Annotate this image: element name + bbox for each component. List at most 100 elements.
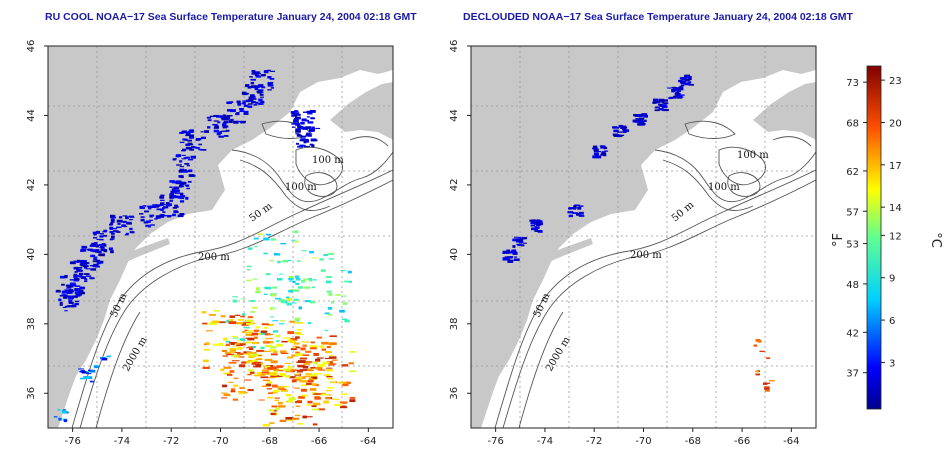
sst-pixel xyxy=(251,72,258,75)
sst-pixel xyxy=(270,87,275,89)
sst-pixel xyxy=(256,349,265,352)
left-map-contours xyxy=(71,120,393,428)
sst-pixel xyxy=(250,81,255,85)
sst-pixel xyxy=(172,158,177,161)
sst-pixel xyxy=(297,360,302,364)
sst-pixel xyxy=(251,69,256,72)
sst-pixel xyxy=(91,242,95,245)
sst-pixel xyxy=(321,348,327,351)
sst-pixel xyxy=(247,337,255,341)
sst-pixel xyxy=(248,355,256,358)
sst-pixel xyxy=(169,193,175,196)
sst-pixel xyxy=(294,317,301,320)
sst-pixel xyxy=(233,384,239,387)
sst-pixel xyxy=(275,407,280,410)
sst-pixel xyxy=(69,279,76,281)
sst-pixel xyxy=(251,85,257,87)
sst-pixel xyxy=(295,405,301,408)
sst-pixel xyxy=(617,131,622,133)
sst-pixel xyxy=(106,356,111,358)
sst-pixel xyxy=(163,214,168,217)
sst-pixel xyxy=(251,100,256,104)
sst-pixel xyxy=(93,232,97,236)
sst-pixel xyxy=(309,345,318,347)
sst-pixel xyxy=(530,227,536,231)
sst-pixel xyxy=(260,74,266,77)
sst-pixel xyxy=(64,310,68,312)
sst-pixel xyxy=(159,214,165,217)
sst-pixel xyxy=(225,340,231,343)
sst-pixel xyxy=(213,120,219,122)
sst-pixel xyxy=(152,204,157,207)
sst-pixel xyxy=(305,360,313,364)
left-map-ytick-label: 44 xyxy=(26,109,37,122)
sst-pixel xyxy=(231,335,238,338)
sst-pixel xyxy=(189,134,194,138)
sst-pixel xyxy=(61,290,68,294)
sst-pixel xyxy=(248,316,253,318)
sst-pixel xyxy=(320,369,326,371)
sst-pixel xyxy=(92,260,99,263)
sst-pixel xyxy=(222,125,229,128)
sst-pixel xyxy=(185,134,191,137)
sst-pixel xyxy=(295,346,301,349)
sst-pixel xyxy=(763,382,768,385)
left-map-ytick-label: 46 xyxy=(26,40,37,53)
sst-pixel xyxy=(94,365,99,369)
sst-pixel xyxy=(74,289,79,292)
sst-pixel xyxy=(671,90,675,93)
sst-pixel xyxy=(309,300,315,304)
sst-pixel xyxy=(160,202,165,205)
sst-pixel xyxy=(256,287,260,291)
sst-pixel xyxy=(311,408,320,411)
sst-pixel xyxy=(252,278,258,280)
sst-pixel xyxy=(113,230,118,233)
sst-pixel xyxy=(272,286,277,289)
sst-pixel xyxy=(288,289,294,293)
sst-pixel xyxy=(93,263,99,267)
sst-pixel xyxy=(233,120,239,124)
left-map-ytick-label: 40 xyxy=(26,248,37,261)
right-map-xtick-label: -74 xyxy=(537,436,553,447)
sst-pixel xyxy=(202,322,208,325)
sst-pixel xyxy=(65,284,71,287)
sst-pixel xyxy=(175,182,181,185)
sst-pixel xyxy=(623,129,629,132)
sst-pixel xyxy=(327,307,333,310)
sst-pixel xyxy=(277,260,281,264)
sst-pixel xyxy=(536,225,541,227)
sst-pixel xyxy=(264,70,271,72)
sst-pixel xyxy=(304,145,311,148)
sst-pixel xyxy=(155,215,162,218)
sst-pixel xyxy=(63,295,68,299)
sst-pixel xyxy=(272,330,279,333)
sst-pixel xyxy=(286,297,292,301)
sst-pixel xyxy=(167,215,172,217)
sst-pixel xyxy=(311,144,315,148)
sst-pixel xyxy=(241,102,246,104)
sst-pixel xyxy=(102,357,108,361)
sst-pixel xyxy=(294,117,300,120)
sst-pixel xyxy=(79,289,84,292)
sst-pixel xyxy=(276,365,283,368)
sst-pixel xyxy=(89,380,94,383)
sst-pixel xyxy=(290,340,296,344)
sst-pixel xyxy=(314,393,322,395)
colorbar-ticks: 73 68 62 57 53 48 42 37 23 20 17 14 12 9 6 3 xyxy=(846,76,901,380)
sst-pixel xyxy=(111,235,115,239)
right-map-sst-pixels xyxy=(502,74,775,392)
sst-pixel xyxy=(96,238,103,240)
sst-pixel xyxy=(267,89,272,91)
sst-pixel xyxy=(80,369,86,372)
sst-pixel xyxy=(681,77,687,80)
sst-pixel xyxy=(663,102,669,105)
sst-pixel xyxy=(172,181,177,184)
sst-pixel xyxy=(262,369,269,372)
left-map-ytick-label: 38 xyxy=(26,317,37,330)
sst-pixel xyxy=(294,112,300,115)
sst-pixel xyxy=(149,214,155,217)
sst-pixel xyxy=(209,322,217,325)
sst-pixel xyxy=(310,341,315,344)
sst-pixel xyxy=(233,377,239,379)
sst-pixel xyxy=(182,138,187,141)
